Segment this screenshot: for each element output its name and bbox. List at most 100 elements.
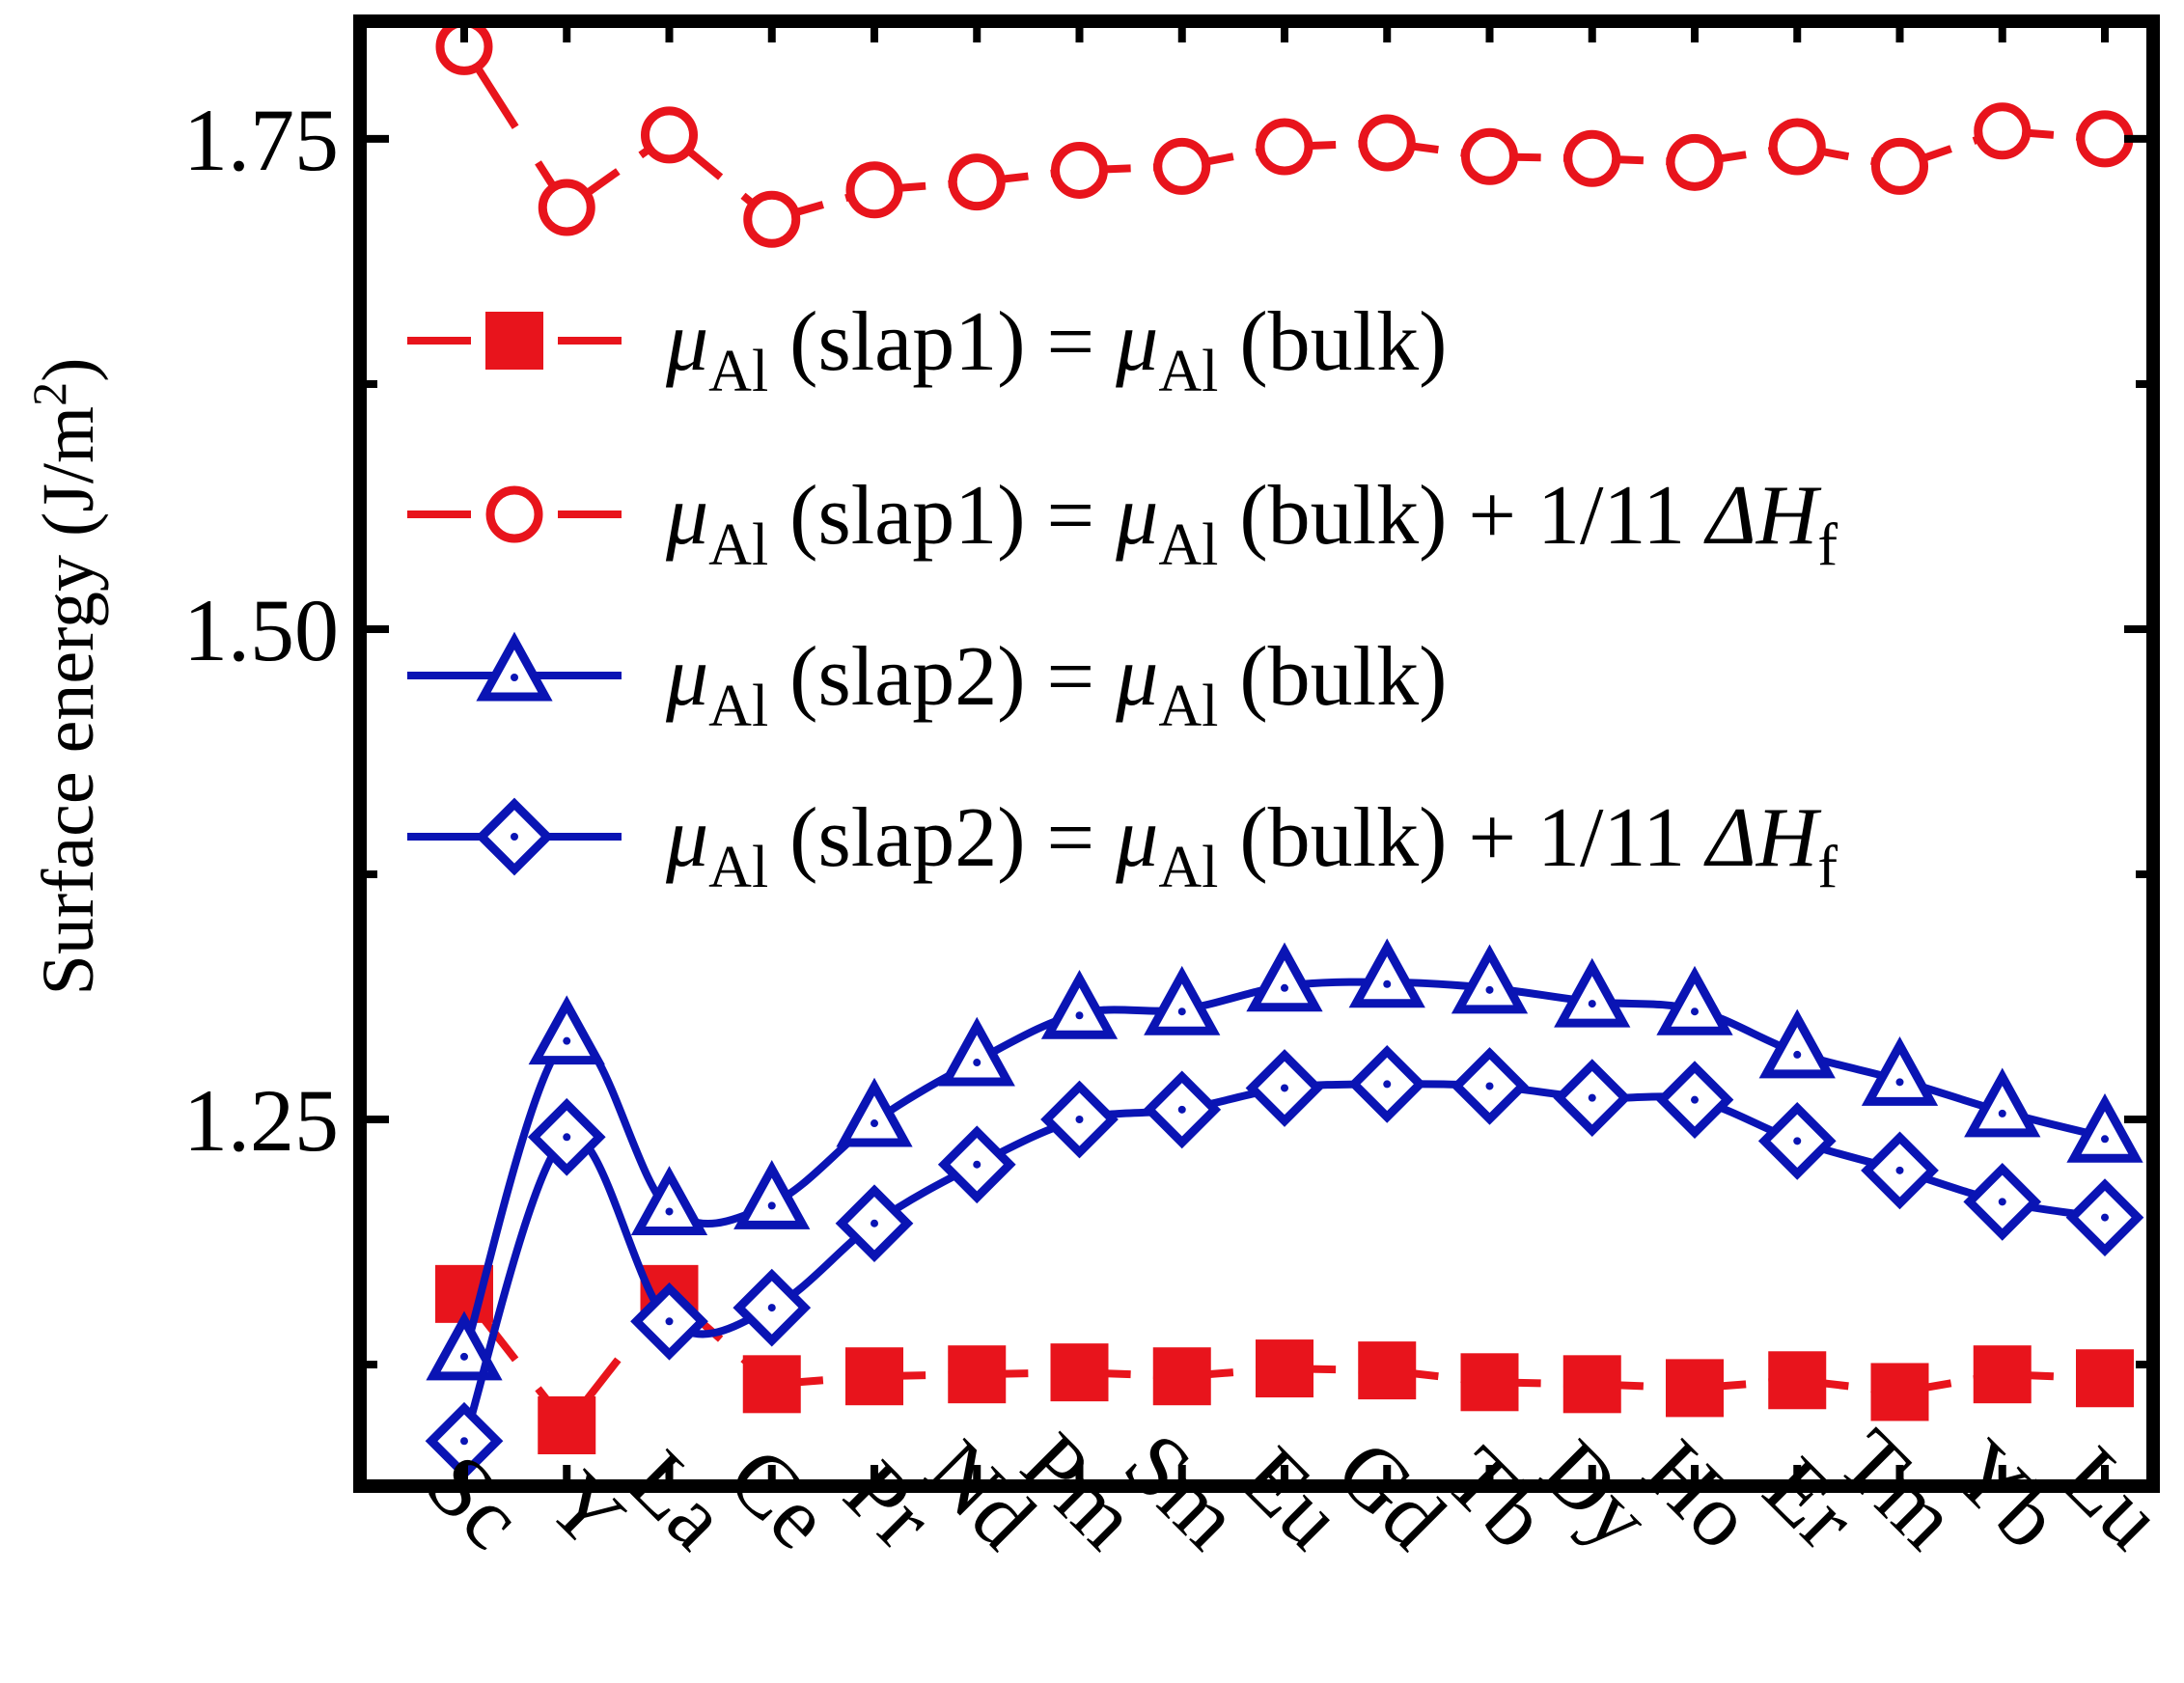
legend-mid: (slap2) = [768, 791, 1116, 885]
data-point-Sc [426, 1311, 503, 1381]
legend-marker [485, 485, 543, 543]
data-point-Er [1757, 1101, 1837, 1180]
data-point-Ho [1656, 965, 1733, 1035]
marker-square [1358, 1341, 1417, 1400]
data-point-Pm [1051, 141, 1108, 199]
data-point-Eu [1245, 1049, 1324, 1127]
legend-sub: Al [1158, 674, 1218, 739]
marker-center-dot [1895, 1166, 1904, 1174]
legend-entry-slap2-bulk-dH: μAl (slap2) = μAl (bulk) + 1/11 ΔHf [407, 791, 1838, 900]
data-point-Er [1768, 1351, 1827, 1410]
x-category-label: Lu [2043, 1428, 2182, 1567]
marker-triangle [426, 1311, 503, 1381]
marker-square [1768, 1351, 1827, 1410]
marker-center-dot [1383, 1080, 1392, 1089]
marker-center-dot [563, 1036, 571, 1045]
legend-mid: (slap1) = [768, 295, 1116, 389]
legend-mu: μ [1115, 630, 1158, 724]
marker-triangle [528, 995, 605, 1065]
marker-center-dot [1485, 1082, 1494, 1090]
marker-square [1050, 1343, 1109, 1402]
marker-triangle [1758, 1008, 1836, 1079]
marker-center-dot [973, 1160, 981, 1169]
data-point-Pm [1040, 969, 1119, 1039]
data-point-Ce [742, 1355, 801, 1414]
data-point-Pm [1050, 1343, 1109, 1402]
marker-center-dot [511, 833, 518, 841]
series-line [460, 978, 2106, 1357]
marker-triangle [476, 631, 553, 702]
data-point-Sm [1144, 965, 1221, 1035]
data-point-Ce [733, 1160, 811, 1229]
marker-center-dot [1998, 1109, 2006, 1117]
marker-triangle [1861, 1036, 1939, 1106]
marker-square [1666, 1359, 1724, 1418]
legend-mu: μ [665, 630, 708, 724]
data-point-Tb [1451, 944, 1529, 1014]
legend-entry-slap1-bulk-dH: μAl (slap1) = μAl (bulk) + 1/11 ΔHf [407, 469, 1838, 578]
data-point-Lu [2066, 1092, 2143, 1163]
data-point-La [630, 1166, 708, 1235]
legend-mid: (slap1) = [768, 469, 1116, 563]
legend-mu: μ [665, 469, 708, 563]
marker-center-dot [871, 1219, 878, 1228]
legend-label: μAl (slap2) = μAl (bulk) + 1/11 ΔHf [665, 791, 1838, 900]
legend-label: μAl (slap1) = μAl (bulk) + 1/11 ΔHf [665, 469, 1838, 578]
marker-center-dot [1691, 1095, 1699, 1104]
marker-triangle [2066, 1092, 2143, 1163]
y-axis-label-close: ) [28, 358, 109, 382]
marker-square [2076, 1349, 2134, 1408]
data-point-Pm [1040, 1080, 1119, 1159]
data-point-Eu [1256, 118, 1313, 176]
legend-mu: μ [1115, 791, 1158, 885]
marker-center-dot [665, 1207, 674, 1216]
data-point-Lu [2076, 1349, 2134, 1408]
marker-triangle [1656, 965, 1733, 1035]
marker-triangle [1040, 969, 1119, 1039]
legend-sub: Al [1158, 512, 1218, 578]
data-point-Ho [1666, 1359, 1724, 1418]
marker-square [1973, 1345, 2032, 1404]
data-point-Y [538, 1396, 596, 1455]
marker-center-dot [1281, 983, 1288, 992]
legend-sub: f [1817, 835, 1838, 900]
y-axis-label-sup: 2 [22, 382, 76, 406]
marker-triangle [1451, 944, 1529, 1014]
plot-area [425, 17, 2144, 1480]
legend-sub: f [1817, 512, 1838, 578]
legend-delta-h: ΔH [1703, 791, 1822, 885]
marker-circle [538, 179, 595, 236]
marker-center-dot [1383, 979, 1392, 988]
data-point-Pr [845, 161, 903, 219]
marker-square [845, 1347, 903, 1406]
marker-center-dot [511, 674, 518, 681]
data-point-Dy [1562, 1355, 1621, 1414]
legend-sub: Al [708, 674, 768, 739]
data-point-Nd [948, 153, 1006, 211]
marker-center-dot [1588, 1093, 1596, 1102]
marker-circle [1256, 118, 1313, 176]
data-point-Ho [1655, 1061, 1734, 1140]
marker-square [1870, 1363, 1929, 1421]
data-point-Ho [1666, 133, 1724, 191]
legend-delta-h: ΔH [1703, 469, 1822, 563]
marker-circle [948, 153, 1006, 211]
marker-circle [1051, 141, 1108, 199]
marker-square [485, 312, 543, 370]
marker-center-dot [767, 1201, 776, 1210]
legend-mu: μ [1115, 295, 1158, 389]
legend-tail: (bulk) + 1/11 [1218, 791, 1706, 885]
marker-circle [1153, 137, 1211, 195]
marker-circle [1871, 137, 1928, 195]
marker-center-dot [2101, 1135, 2109, 1144]
y-axis-label-main: Surface energy (J/m [28, 406, 109, 996]
marker-center-dot [1998, 1198, 2006, 1206]
legend-marker [485, 312, 543, 370]
data-point-Sm [1152, 1347, 1211, 1406]
data-point-Nd [948, 1345, 1007, 1404]
marker-triangle [1348, 938, 1425, 1008]
data-point-Yb [1974, 102, 2032, 160]
data-point-Eu [1246, 942, 1323, 1012]
legend-marker [475, 797, 554, 876]
